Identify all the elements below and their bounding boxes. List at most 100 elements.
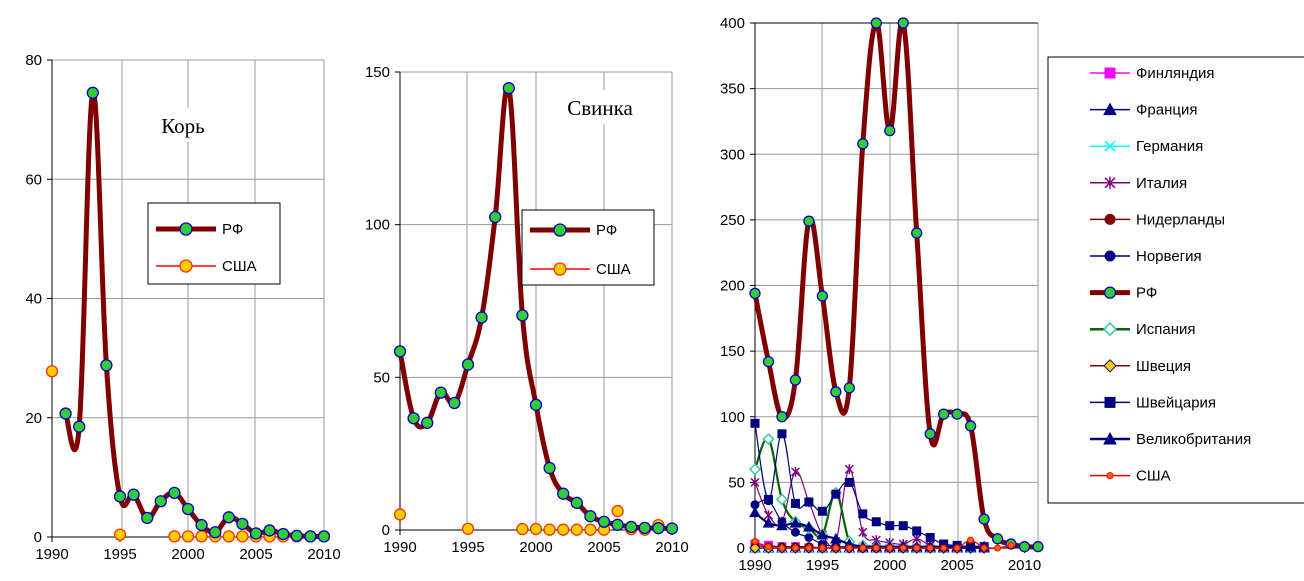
series-9-point bbox=[898, 521, 908, 531]
series-6-point bbox=[830, 386, 842, 398]
data-point-rf bbox=[304, 530, 317, 543]
series-6-point bbox=[911, 227, 923, 239]
x-tick-label: 1995 bbox=[806, 557, 839, 574]
series-5-point bbox=[804, 533, 814, 542]
series-6-point bbox=[816, 290, 829, 302]
legend-marker-usa bbox=[553, 262, 567, 276]
data-point-rf bbox=[407, 412, 420, 425]
series-9-point bbox=[763, 494, 773, 504]
data-point-usa bbox=[222, 530, 235, 543]
data-point-rf bbox=[421, 416, 434, 429]
legend-marker bbox=[1106, 472, 1114, 480]
data-point-usa bbox=[461, 522, 475, 535]
legend-label: Финляндия bbox=[1136, 65, 1214, 82]
data-point-rf bbox=[597, 515, 611, 528]
y-tick-label: 50 bbox=[728, 474, 745, 491]
series-11-point bbox=[994, 544, 1002, 552]
legend-box bbox=[147, 202, 281, 285]
y-tick-label: 0 bbox=[34, 529, 42, 546]
chart-mumps-by-country: 0 50 100 150 200 250 300 350 400 1990 1995 2000 2005… bbox=[720, 15, 1304, 574]
data-point-rf bbox=[570, 496, 583, 509]
data-point-usa bbox=[557, 523, 570, 536]
data-point-rf bbox=[168, 486, 181, 500]
y-tick-label: 20 bbox=[25, 410, 42, 427]
data-point-rf bbox=[141, 511, 154, 525]
legend-marker bbox=[1104, 213, 1116, 225]
data-point-rf bbox=[502, 82, 515, 95]
chart-mumps: 0 50 100 150 1990 1995 2000 2005 2010 Свинка РФ США bbox=[365, 64, 689, 556]
series-6-point bbox=[843, 382, 855, 394]
series-6-point bbox=[857, 138, 869, 150]
data-point-rf bbox=[611, 518, 624, 531]
legend-marker-rf bbox=[553, 223, 567, 237]
series-6-point bbox=[938, 408, 950, 420]
legend-label: РФ bbox=[1136, 285, 1157, 302]
chart-measles: 0 20 40 60 80 1990 1995 2000 2005 2010 Корь РФ США bbox=[25, 52, 340, 563]
data-point-rf bbox=[195, 518, 208, 532]
y-tick-label: 100 bbox=[365, 217, 390, 234]
y-tick-label: 50 bbox=[373, 369, 390, 386]
series-6-point bbox=[749, 287, 761, 300]
series-6-point bbox=[897, 17, 909, 29]
legend-label: Испания bbox=[1136, 321, 1196, 338]
series-10-point bbox=[749, 506, 761, 518]
series-6-point bbox=[978, 513, 990, 525]
series-10-point bbox=[776, 519, 788, 531]
x-tick-label: 2000 bbox=[873, 557, 906, 574]
data-point-rf bbox=[529, 398, 543, 411]
series-3-point bbox=[790, 466, 800, 477]
series-6-point bbox=[964, 420, 977, 432]
y-tick-label: 350 bbox=[720, 81, 745, 98]
series-11-point bbox=[1007, 541, 1015, 549]
series-9-point bbox=[858, 509, 868, 519]
legend-box bbox=[1047, 56, 1304, 504]
data-point-rf bbox=[86, 86, 99, 99]
data-point-rf bbox=[59, 407, 72, 420]
series-11-point bbox=[872, 544, 880, 552]
legend-marker bbox=[1104, 396, 1116, 408]
series-10-point bbox=[762, 517, 775, 528]
data-point-rf bbox=[113, 490, 127, 503]
series-9-point bbox=[804, 497, 814, 507]
data-point-rf bbox=[209, 526, 222, 539]
data-point-rf bbox=[127, 488, 140, 501]
legend-marker bbox=[1103, 102, 1117, 116]
data-point-usa bbox=[236, 530, 249, 543]
legend-label: Норвегия bbox=[1136, 248, 1202, 265]
series-5-point bbox=[790, 527, 800, 537]
series-11-point bbox=[913, 544, 921, 552]
title-box bbox=[550, 90, 650, 124]
data-point-rf bbox=[249, 527, 263, 540]
legend-label: РФ bbox=[596, 222, 617, 239]
series-6-point bbox=[776, 411, 788, 423]
data-point-rf bbox=[557, 487, 570, 500]
series-3-point bbox=[750, 477, 760, 488]
series-6-point bbox=[1032, 541, 1044, 553]
series-11-point bbox=[967, 536, 975, 544]
legend-marker bbox=[1103, 286, 1117, 299]
series-7-point bbox=[748, 463, 762, 476]
legend-label: Швеция bbox=[1136, 358, 1191, 375]
data-point-usa bbox=[570, 523, 583, 536]
legend-label: РФ bbox=[222, 221, 243, 238]
data-point-rf bbox=[652, 522, 665, 535]
series-10-point bbox=[830, 532, 842, 544]
data-point-usa bbox=[393, 508, 407, 521]
legend-marker bbox=[1104, 250, 1116, 262]
series-10-point bbox=[964, 540, 977, 552]
series-6-point bbox=[951, 408, 963, 420]
chart-title: Корь bbox=[161, 114, 205, 138]
data-point-rf bbox=[625, 520, 638, 534]
x-tick-label: 2010 bbox=[655, 539, 688, 556]
series-9-point bbox=[912, 526, 922, 536]
data-point-usa bbox=[611, 504, 624, 518]
series-11-point bbox=[926, 544, 934, 552]
y-tick-label: 60 bbox=[25, 171, 42, 188]
series-6-point bbox=[789, 374, 802, 386]
data-point-rf bbox=[222, 511, 235, 524]
data-point-rf bbox=[154, 495, 167, 508]
y-tick-label: 0 bbox=[737, 540, 745, 557]
series-10-point bbox=[803, 520, 815, 532]
series-9-point bbox=[777, 429, 787, 439]
